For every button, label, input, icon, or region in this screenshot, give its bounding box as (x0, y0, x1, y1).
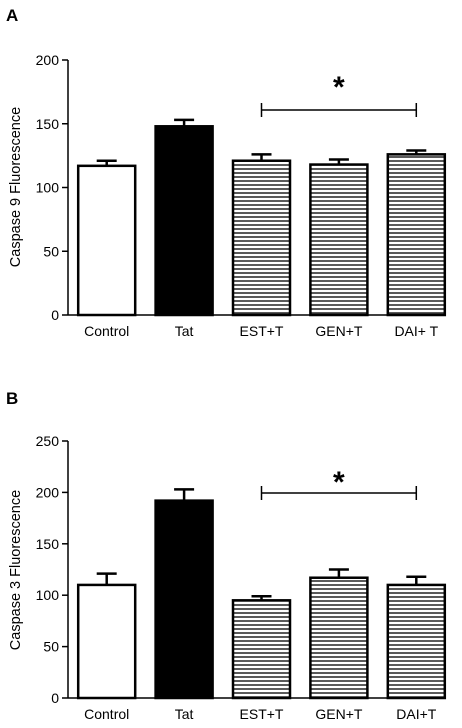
y-tick-label: 0 (51, 307, 59, 323)
y-axis-title: Caspase 9 Fluorescence (8, 107, 24, 267)
bar-control (76, 583, 137, 700)
chart-panel-a: A Caspase 9 Fluorescence * 0 50 100 150 200 C… (6, 6, 447, 339)
bar-gen-t (309, 576, 369, 700)
x-tick-label: DAI+ T (394, 323, 438, 339)
x-tick-label: EST+T (240, 706, 284, 722)
x-tick-label: GEN+T (315, 706, 363, 722)
bar-gen-t (309, 163, 369, 317)
y-tick-label: 50 (43, 243, 59, 259)
y-tick-label: 150 (36, 116, 60, 132)
x-tick-label: GEN+T (315, 323, 363, 339)
y-tick-label: 200 (36, 484, 60, 500)
chart-panel-b: B Caspase 3 Fluorescence * 0 50 100 150 200 2… (6, 389, 447, 722)
significance-label: * (333, 71, 345, 104)
bar-dai-t (386, 153, 447, 317)
x-tick-label: Tat (175, 323, 194, 339)
bar-dai-t (386, 583, 447, 700)
y-tick-label: 150 (36, 536, 60, 552)
x-tick-label: Tat (175, 706, 194, 722)
bar-tat (154, 125, 214, 317)
y-tick-label: 200 (36, 52, 60, 68)
panel-label: B (6, 389, 18, 408)
x-tick-label: Control (84, 323, 129, 339)
significance-label: * (333, 466, 345, 499)
bar-control (76, 164, 137, 317)
y-tick-label: 50 (43, 639, 59, 655)
y-tick-label: 100 (36, 180, 60, 196)
bar-est-t (231, 159, 292, 317)
x-tick-label: DAI+T (396, 706, 437, 722)
x-tick-label: Control (84, 706, 129, 722)
y-axis-title: Caspase 3 Fluorescence (8, 490, 24, 650)
x-tick-label: EST+T (240, 323, 284, 339)
y-tick-label: 250 (36, 433, 60, 449)
panel-label: A (6, 6, 18, 25)
bar-tat (154, 499, 214, 700)
bar-est-t (231, 599, 292, 700)
y-tick-label: 0 (51, 690, 59, 706)
y-tick-label: 100 (36, 587, 60, 603)
